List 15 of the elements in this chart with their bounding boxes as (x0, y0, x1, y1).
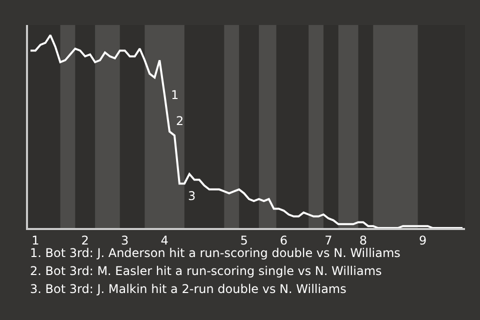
annotation: 2 (176, 114, 184, 128)
x-tick-label: 5 (240, 233, 248, 248)
x-tick-label: 3 (121, 233, 129, 248)
x-tick-label: 1 (32, 233, 40, 248)
text: 1. Bot 3rd: J. Anderson hit a run-scoring double vs N. Williams (30, 246, 400, 260)
x-tick-label: 7 (324, 233, 332, 248)
x-tick-label: 4 (160, 233, 168, 248)
annotation: 1 (171, 88, 179, 102)
x-tick-label: 6 (280, 233, 288, 248)
text: 3. Bot 3rd: J. Malkin hit a 2-run double vs N. Williams (30, 282, 346, 296)
x-tick-label: 9 (418, 233, 427, 248)
x-tick-label: 8 (359, 233, 368, 248)
annotation: 3 (188, 189, 196, 203)
text: 2. Bot 3rd: M. Easler hit a run-scoring single vs N. Williams (30, 264, 382, 278)
x-tick-label: 2 (81, 233, 89, 248)
